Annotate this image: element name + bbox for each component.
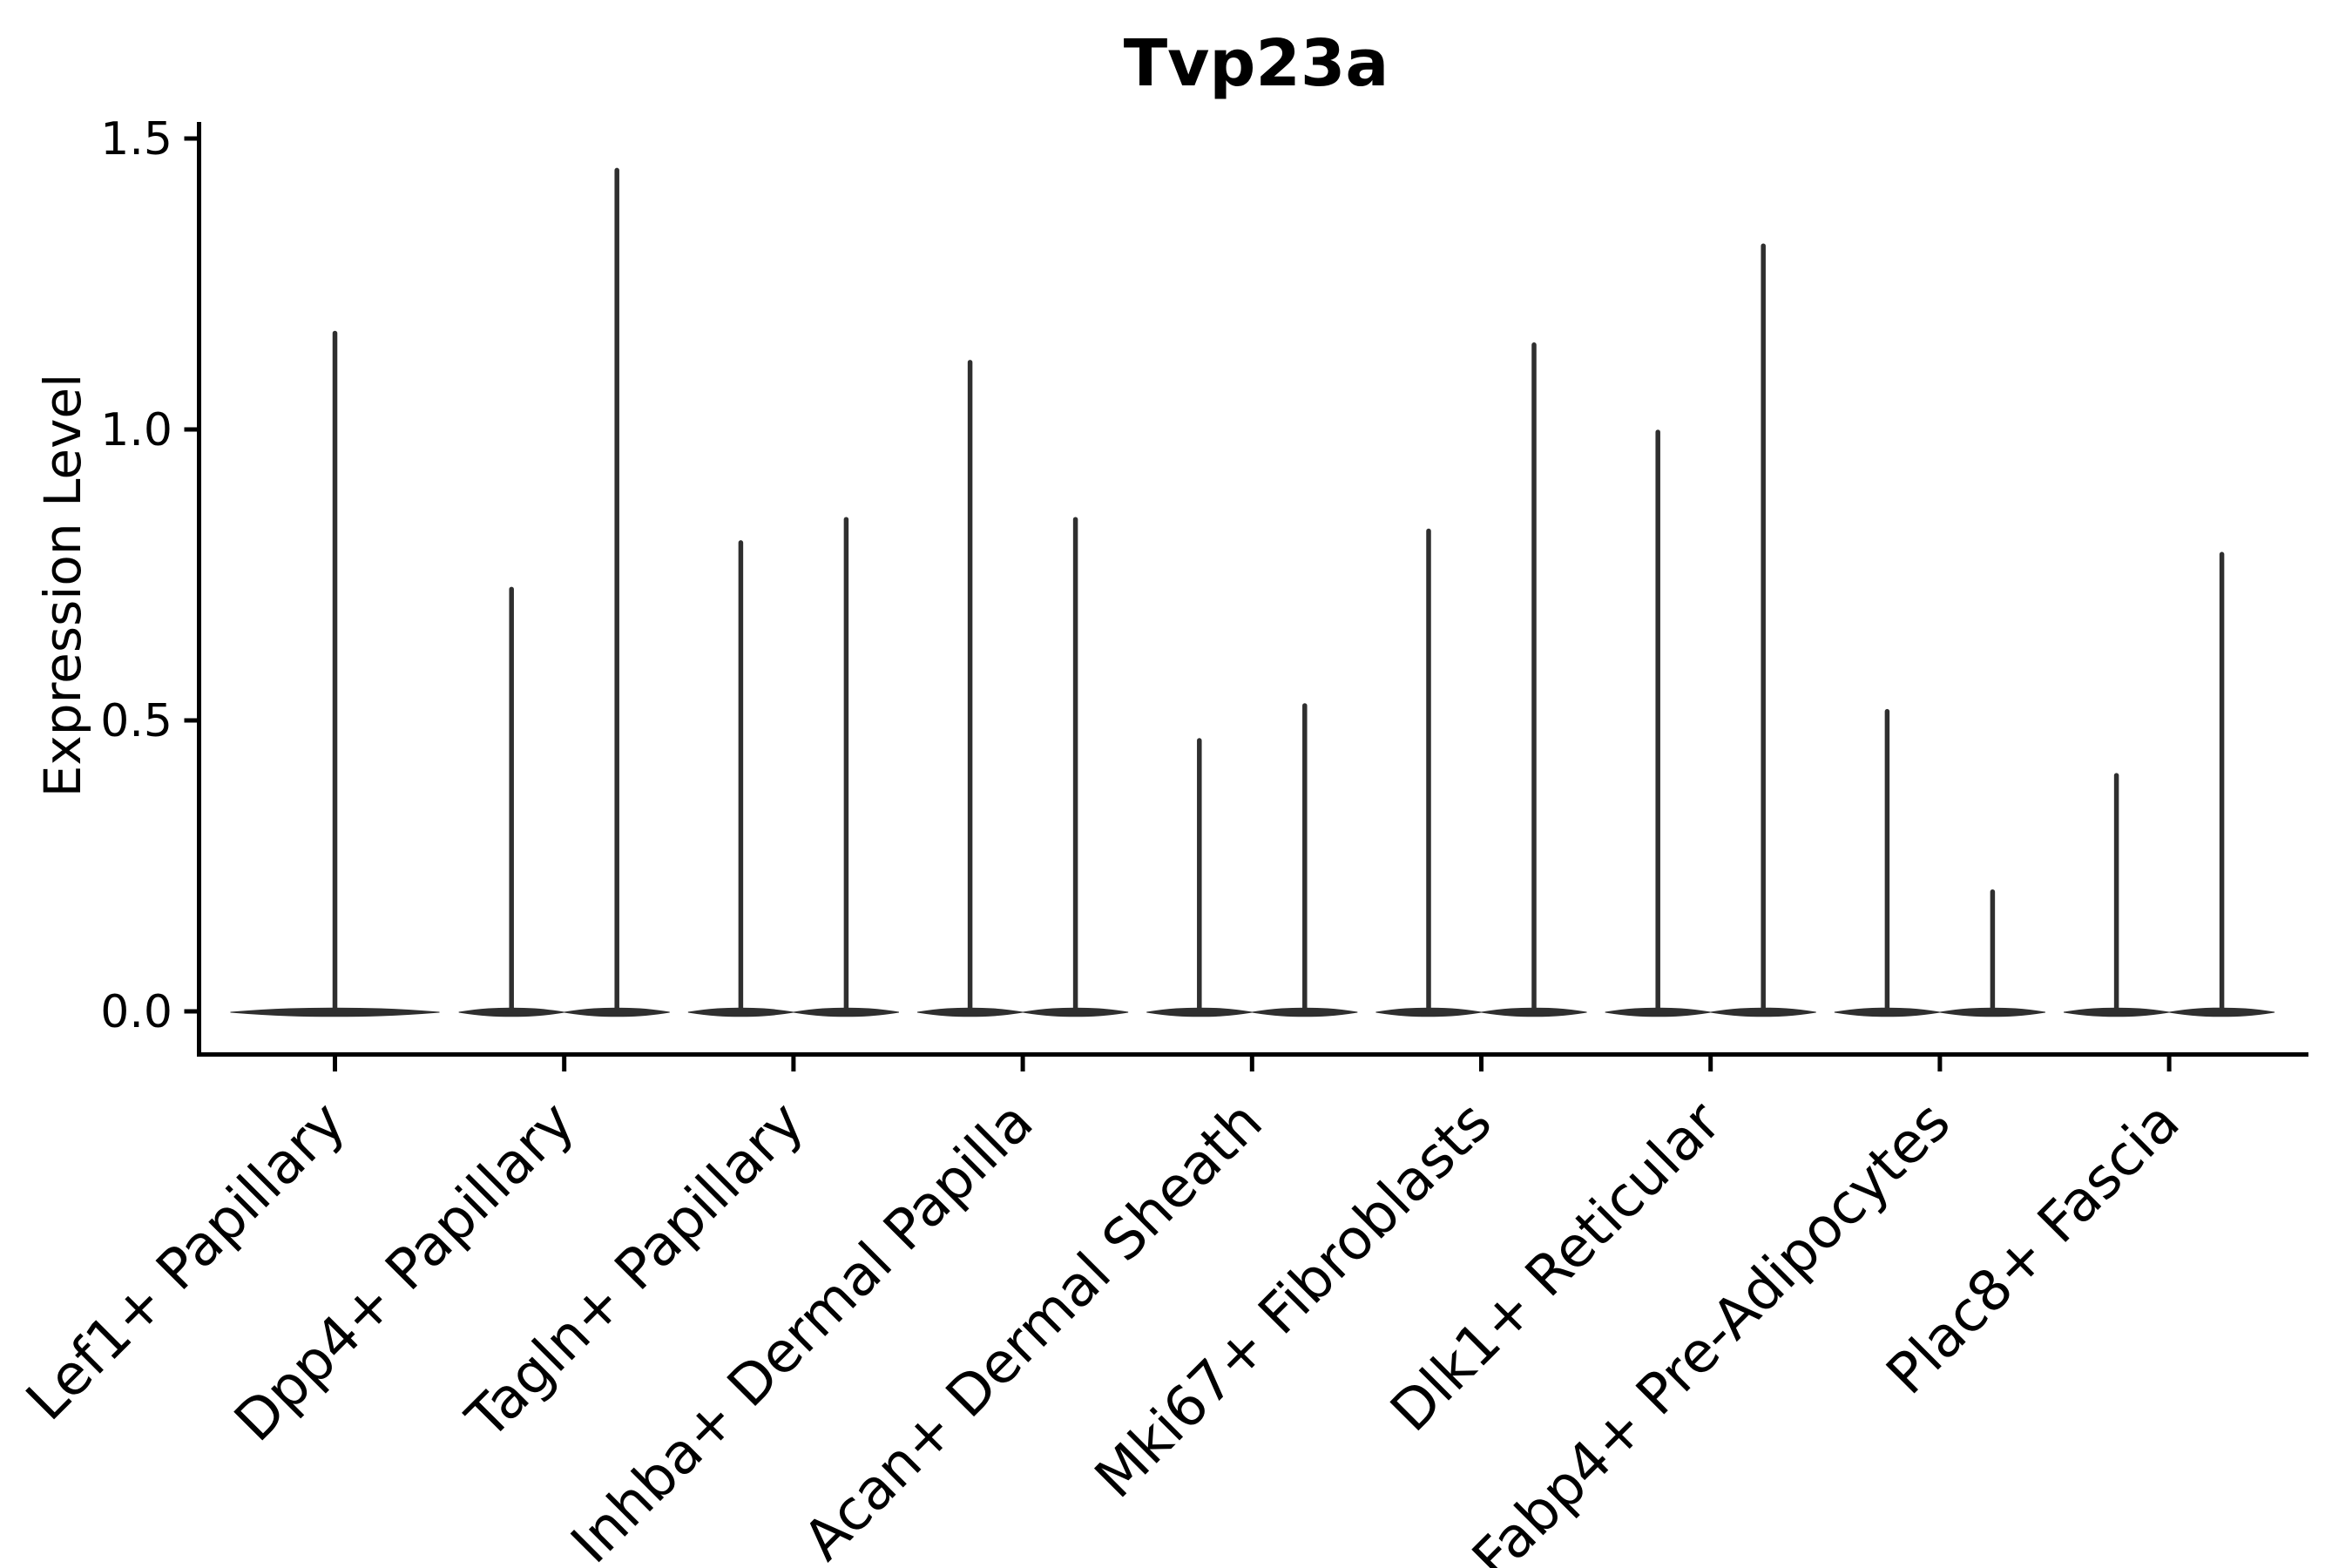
x-tick-label: Mki67+ Fibroblasts (1084, 1090, 1504, 1511)
x-tick-label: Acan+ Dermal Sheath (792, 1090, 1275, 1568)
y-tick-label: 1.0 (100, 404, 172, 456)
y-tick-label: 1.5 (100, 113, 172, 166)
y-tick-label: 0.0 (100, 986, 172, 1038)
x-tick-label: Inhba+ Dermal Papilla (559, 1090, 1045, 1568)
y-tick-label: 0.5 (100, 695, 172, 747)
chart-title: Tvp23a (1123, 26, 1389, 101)
